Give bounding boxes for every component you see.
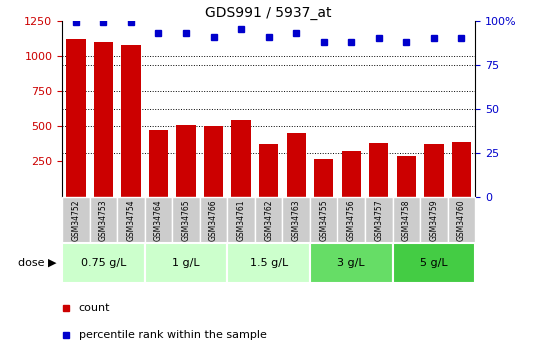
Bar <box>397 156 416 197</box>
Text: 3 g/L: 3 g/L <box>338 258 365 268</box>
Bar <box>94 42 113 197</box>
Text: GSM34752: GSM34752 <box>71 199 80 241</box>
Bar <box>310 243 393 283</box>
Bar <box>365 197 393 243</box>
Text: 1 g/L: 1 g/L <box>172 258 200 268</box>
Bar <box>393 197 420 243</box>
Text: GSM34758: GSM34758 <box>402 199 411 241</box>
Bar <box>227 197 255 243</box>
Bar <box>117 197 145 243</box>
Bar <box>62 197 90 243</box>
Bar <box>452 142 471 197</box>
Bar <box>66 39 85 197</box>
Text: GSM34757: GSM34757 <box>374 199 383 241</box>
Text: 1.5 g/L: 1.5 g/L <box>249 258 288 268</box>
Bar <box>282 197 310 243</box>
Bar <box>145 197 172 243</box>
Bar <box>338 197 365 243</box>
Text: count: count <box>79 303 110 313</box>
Bar <box>90 197 117 243</box>
Bar <box>204 126 223 197</box>
Text: percentile rank within the sample: percentile rank within the sample <box>79 330 267 339</box>
Text: GSM34759: GSM34759 <box>429 199 438 241</box>
Bar <box>314 159 333 197</box>
Bar <box>149 130 168 197</box>
Text: GSM34763: GSM34763 <box>292 199 301 241</box>
Text: GSM34756: GSM34756 <box>347 199 356 241</box>
Text: GSM34753: GSM34753 <box>99 199 108 241</box>
Text: 0.75 g/L: 0.75 g/L <box>80 258 126 268</box>
Text: dose ▶: dose ▶ <box>18 258 57 268</box>
Text: GSM34754: GSM34754 <box>126 199 136 241</box>
Bar <box>172 197 200 243</box>
Bar <box>342 151 361 197</box>
Bar <box>62 243 145 283</box>
Bar <box>448 197 475 243</box>
Bar <box>310 197 338 243</box>
Bar <box>227 243 310 283</box>
Text: GSM34766: GSM34766 <box>209 199 218 241</box>
Bar <box>255 197 282 243</box>
Text: GSM34765: GSM34765 <box>181 199 191 241</box>
Text: GSM34760: GSM34760 <box>457 199 466 241</box>
Text: GSM34764: GSM34764 <box>154 199 163 241</box>
Text: 5 g/L: 5 g/L <box>420 258 448 268</box>
Text: GSM34755: GSM34755 <box>319 199 328 241</box>
Bar <box>122 45 140 197</box>
Bar <box>200 197 227 243</box>
Bar <box>259 144 278 197</box>
Text: GSM34761: GSM34761 <box>237 199 246 241</box>
Bar <box>424 144 443 197</box>
Text: GSM34762: GSM34762 <box>264 199 273 241</box>
Bar <box>145 243 227 283</box>
Title: GDS991 / 5937_at: GDS991 / 5937_at <box>205 6 332 20</box>
Bar <box>369 143 388 197</box>
Bar <box>287 133 306 197</box>
Bar <box>177 125 195 197</box>
Bar <box>420 197 448 243</box>
Bar <box>393 243 475 283</box>
Bar <box>232 120 251 197</box>
